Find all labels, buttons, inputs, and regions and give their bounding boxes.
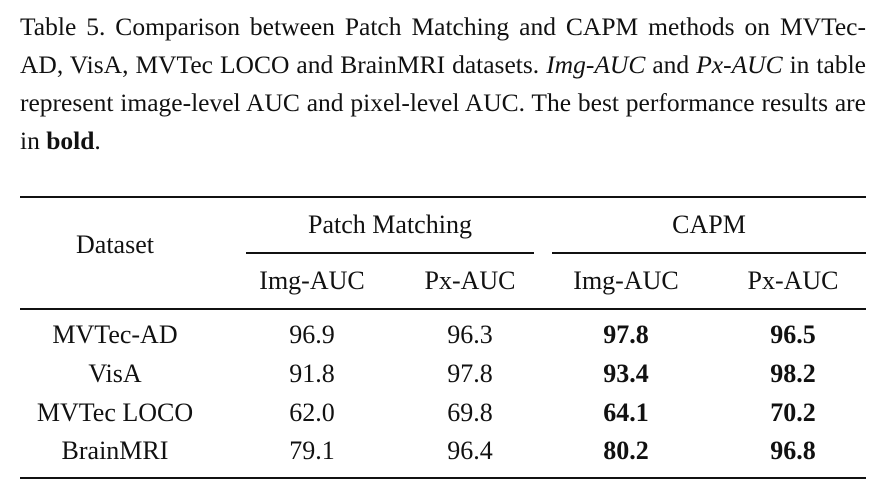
row-dataset-mvtec-ad: MVTec-AD — [52, 320, 178, 349]
cell-value-best: 96.5 — [770, 320, 816, 349]
caption-and: and — [645, 50, 697, 79]
subheader-pm-px-auc: Px-AUC — [424, 266, 516, 295]
table-caption: Table 5. Comparison between Patch Matchi… — [20, 8, 866, 160]
subheader-capm-img-auc: Img-AUC — [573, 266, 679, 295]
row-dataset-visa: VisA — [88, 359, 142, 388]
cell-value: 96.3 — [447, 320, 493, 349]
cell-value-best: 93.4 — [603, 359, 649, 388]
cell-value: 91.8 — [289, 359, 335, 388]
table-header-rule — [20, 308, 866, 310]
subheader-pm-img-auc: Img-AUC — [259, 266, 365, 295]
subheader-capm-px-auc: Px-AUC — [747, 266, 839, 295]
cell-value: 96.9 — [289, 320, 335, 349]
caption-img-auc: Img-AUC — [546, 50, 646, 79]
group-header-patch-matching: Patch Matching — [308, 210, 472, 239]
caption-text-1: Table 5. Comparison between Patch Matchi… — [20, 12, 866, 79]
cell-value: 79.1 — [289, 436, 335, 465]
cell-value-best: 64.1 — [603, 398, 649, 427]
group-header-capm: CAPM — [672, 210, 746, 239]
cell-value: 62.0 — [289, 398, 335, 427]
row-dataset-mvtec-loco: MVTec LOCO — [36, 398, 194, 427]
cell-value-best: 70.2 — [770, 398, 816, 427]
row-dataset-brainmri: BrainMRI — [61, 436, 169, 465]
patch-matching-group-rule — [246, 252, 534, 254]
table-top-rule — [20, 196, 866, 198]
cell-value-best: 96.8 — [770, 436, 816, 465]
cell-value: 97.8 — [447, 359, 493, 388]
dataset-header: Dataset — [76, 230, 154, 259]
table-bottom-rule — [20, 477, 866, 479]
caption-px-auc: Px-AUC — [696, 50, 783, 79]
caption-bold-word: bold — [46, 126, 95, 155]
cell-value: 69.8 — [447, 398, 493, 427]
cell-value-best: 98.2 — [770, 359, 816, 388]
capm-group-rule — [552, 252, 866, 254]
cell-value: 96.4 — [447, 436, 493, 465]
cell-value-best: 97.8 — [603, 320, 649, 349]
caption-text-2: in table represent image-level AUC and p… — [20, 50, 866, 155]
cell-value-best: 80.2 — [603, 436, 649, 465]
caption-period: . — [94, 126, 101, 155]
